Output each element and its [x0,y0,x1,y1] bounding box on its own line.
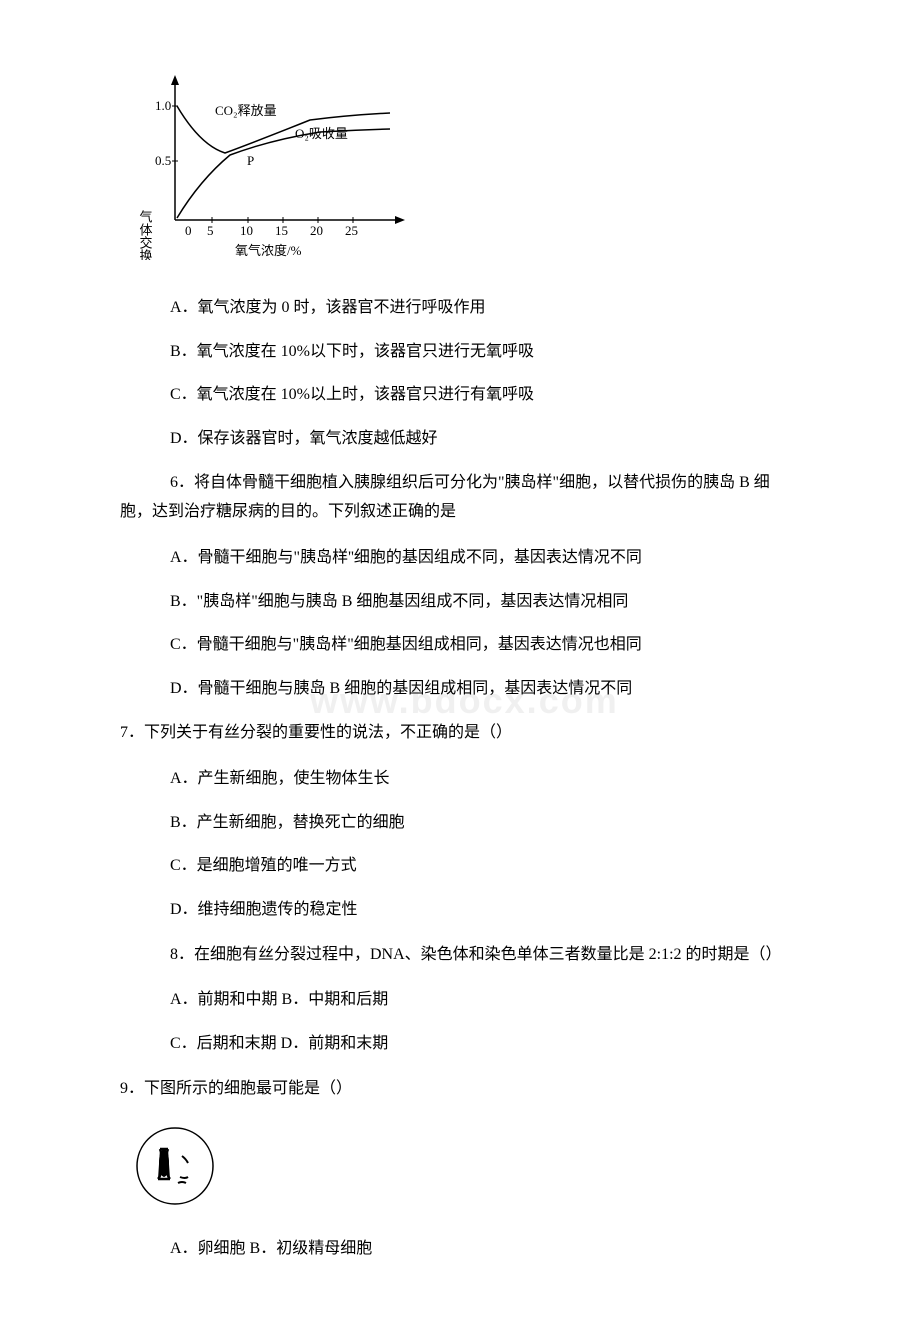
svg-text:氧气浓度/%: 氧气浓度/% [235,243,302,258]
q7-option-d: D．维持细胞遗传的稳定性 [170,897,850,923]
svg-text:15: 15 [275,223,288,238]
svg-text:0: 0 [185,223,192,238]
q6-option-c: C．骨髓干细胞与"胰岛样"细胞基因组成相同，基因表达情况也相同 [170,632,850,658]
svg-text:P: P [247,153,254,168]
q5-option-a: A．氧气浓度为 0 时，该器官不进行呼吸作用 [170,295,850,321]
svg-text:1.0: 1.0 [155,98,171,113]
svg-text:气体交换的相对值: 气体交换的相对值 [138,209,153,260]
q8-option-ab: A．前期和中期 B．中期和后期 [170,987,850,1013]
svg-text:20: 20 [310,223,323,238]
q5-option-c: C．氧气浓度在 10%以上时，该器官只进行有氧呼吸 [170,382,850,408]
svg-text:0.5: 0.5 [155,153,171,168]
q8-stem: 8．在细胞有丝分裂过程中，DNA、染色体和染色单体三者数量比是 2:1:2 的时… [120,941,800,970]
q6-option-b: B．"胰岛样"细胞与胰岛 B 细胞基因组成不同，基因表达情况相同 [170,589,850,615]
svg-text:25: 25 [345,223,358,238]
svg-text:10: 10 [240,223,253,238]
q7-option-b: B．产生新细胞，替换死亡的细胞 [170,810,850,836]
q6-option-d: D．骨髓干细胞与胰岛 B 细胞的基因组成相同，基因表达情况不同 [170,676,850,702]
q5-option-d: D．保存该器官时，氧气浓度越低越好 [170,426,850,452]
q6-option-a: A．骨髓干细胞与"胰岛样''细胞的基因组成不同，基因表达情况不同 [170,545,850,571]
q7-stem: 7．下列关于有丝分裂的重要性的说法，不正确的是（） [120,719,850,748]
gas-exchange-chart: 气体交换的相对值 1.0 0.5 0 5 10 15 20 25 氧气浓度/% … [130,60,850,265]
svg-text:CO₂释放量: CO₂释放量 [215,103,277,118]
svg-text:O₂吸收量: O₂吸收量 [295,126,348,141]
q7-option-c: C．是细胞增殖的唯一方式 [170,853,850,879]
q5-option-b: B．氧气浓度在 10%以下时，该器官只进行无氧呼吸 [170,339,850,365]
cell-diagram [130,1121,850,1216]
q7-option-a: A．产生新细胞，使生物体生长 [170,766,850,792]
svg-text:5: 5 [207,223,214,238]
q9-stem: 9．下图所示的细胞最可能是（） [120,1075,850,1104]
q6-stem: 6．将自体骨髓干细胞植入胰腺组织后可分化为"胰岛样"细胞，以替代损伤的胰岛 B … [120,469,800,527]
q9-option-ab: A．卵细胞 B．初级精母细胞 [170,1236,850,1262]
q8-option-cd: C．后期和末期 D．前期和末期 [170,1031,850,1057]
